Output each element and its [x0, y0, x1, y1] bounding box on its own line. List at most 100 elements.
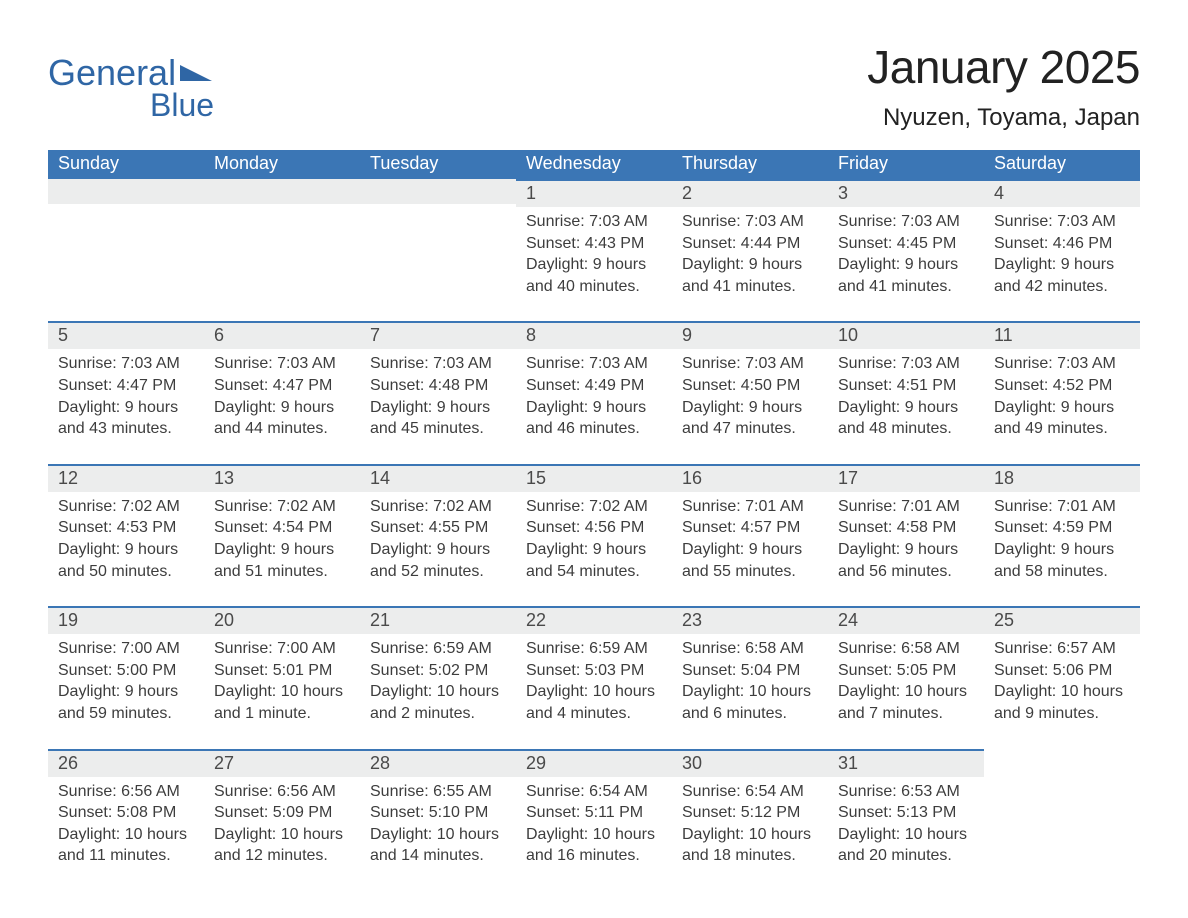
- date-number: 17: [828, 464, 984, 492]
- sunrise-line: Sunrise: 6:56 AM: [214, 781, 350, 803]
- day-cell: 2Sunrise: 7:03 AMSunset: 4:44 PMDaylight…: [672, 179, 828, 321]
- daylight-line-1: Daylight: 9 hours: [838, 254, 974, 276]
- sunrise-line: Sunrise: 6:58 AM: [682, 638, 818, 660]
- daylight-value-1: 9 hours: [281, 541, 334, 558]
- sunrise-line: Sunrise: 7:03 AM: [214, 353, 350, 375]
- daylight-label: Daylight:: [526, 541, 588, 558]
- sunset-line: Sunset: 5:09 PM: [214, 802, 350, 824]
- daylight-label: Daylight:: [838, 826, 900, 843]
- sunset-label: Sunset:: [838, 662, 892, 679]
- sunrise-label: Sunrise:: [526, 355, 585, 372]
- sunrise-value: 6:57 AM: [1057, 640, 1116, 657]
- sunset-line: Sunset: 5:08 PM: [58, 802, 194, 824]
- day-cell: 10Sunrise: 7:03 AMSunset: 4:51 PMDayligh…: [828, 321, 984, 463]
- daylight-line-2: and 11 minutes.: [58, 845, 194, 867]
- sunrise-line: Sunrise: 7:02 AM: [58, 496, 194, 518]
- day-info: Sunrise: 7:02 AMSunset: 4:53 PMDaylight:…: [48, 492, 204, 582]
- sunrise-label: Sunrise:: [370, 355, 429, 372]
- sunset-value: 4:49 PM: [585, 377, 645, 394]
- sunset-value: 5:02 PM: [429, 662, 489, 679]
- day-cell: 27Sunrise: 6:56 AMSunset: 5:09 PMDayligh…: [204, 749, 360, 891]
- sunrise-value: 6:54 AM: [589, 783, 648, 800]
- daylight-label: Daylight:: [838, 683, 900, 700]
- sunset-value: 4:50 PM: [741, 377, 801, 394]
- sunset-label: Sunset:: [214, 804, 268, 821]
- sunset-label: Sunset:: [214, 662, 268, 679]
- daylight-line-2: and 59 minutes.: [58, 703, 194, 725]
- day-info: Sunrise: 6:58 AMSunset: 5:04 PMDaylight:…: [672, 634, 828, 724]
- sunrise-value: 7:03 AM: [745, 355, 804, 372]
- sunset-label: Sunset:: [994, 235, 1048, 252]
- daylight-line-1: Daylight: 10 hours: [526, 681, 662, 703]
- sunrise-line: Sunrise: 6:58 AM: [838, 638, 974, 660]
- daylight-line-2: and 58 minutes.: [994, 561, 1130, 583]
- day-cell: 14Sunrise: 7:02 AMSunset: 4:55 PMDayligh…: [360, 464, 516, 606]
- sunset-line: Sunset: 4:44 PM: [682, 233, 818, 255]
- sunset-value: 5:10 PM: [429, 804, 489, 821]
- date-number: 2: [672, 179, 828, 207]
- sunrise-label: Sunrise:: [526, 640, 585, 657]
- sunset-label: Sunset:: [994, 377, 1048, 394]
- sunrise-line: Sunrise: 6:55 AM: [370, 781, 506, 803]
- sunset-line: Sunset: 4:49 PM: [526, 375, 662, 397]
- daylight-value-1: 10 hours: [593, 683, 655, 700]
- sunrise-line: Sunrise: 7:03 AM: [994, 353, 1130, 375]
- daylight-line-2: and 20 minutes.: [838, 845, 974, 867]
- sunset-label: Sunset:: [58, 662, 112, 679]
- sunrise-value: 6:58 AM: [901, 640, 960, 657]
- sunrise-line: Sunrise: 7:03 AM: [370, 353, 506, 375]
- daylight-label: Daylight:: [994, 256, 1056, 273]
- sunset-value: 4:45 PM: [897, 235, 957, 252]
- daylight-line-2: and 43 minutes.: [58, 418, 194, 440]
- sunset-line: Sunset: 4:52 PM: [994, 375, 1130, 397]
- sunset-label: Sunset:: [838, 519, 892, 536]
- day-cell: [360, 179, 516, 321]
- daylight-label: Daylight:: [370, 541, 432, 558]
- sunrise-value: 6:58 AM: [745, 640, 804, 657]
- sunset-line: Sunset: 4:57 PM: [682, 517, 818, 539]
- day-cell: 15Sunrise: 7:02 AMSunset: 4:56 PMDayligh…: [516, 464, 672, 606]
- day-cell: 17Sunrise: 7:01 AMSunset: 4:58 PMDayligh…: [828, 464, 984, 606]
- sunset-value: 5:09 PM: [273, 804, 333, 821]
- sunrise-line: Sunrise: 6:56 AM: [58, 781, 194, 803]
- daylight-line-2: and 16 minutes.: [526, 845, 662, 867]
- sunset-value: 4:53 PM: [117, 519, 177, 536]
- daylight-line-2: and 44 minutes.: [214, 418, 350, 440]
- day-header: Friday: [828, 150, 984, 179]
- daylight-line-1: Daylight: 9 hours: [526, 254, 662, 276]
- sunset-label: Sunset:: [214, 377, 268, 394]
- day-cell: 31Sunrise: 6:53 AMSunset: 5:13 PMDayligh…: [828, 749, 984, 891]
- sunset-line: Sunset: 4:56 PM: [526, 517, 662, 539]
- daylight-line-2: and 1 minute.: [214, 703, 350, 725]
- date-number: 20: [204, 606, 360, 634]
- sunset-label: Sunset:: [370, 519, 424, 536]
- sunset-label: Sunset:: [58, 519, 112, 536]
- daylight-line-2: and 6 minutes.: [682, 703, 818, 725]
- sunrise-label: Sunrise:: [682, 783, 741, 800]
- daylight-value-1: 10 hours: [593, 826, 655, 843]
- sunset-value: 5:05 PM: [897, 662, 957, 679]
- sunset-label: Sunset:: [214, 519, 268, 536]
- sunrise-label: Sunrise:: [58, 355, 117, 372]
- day-cell: 21Sunrise: 6:59 AMSunset: 5:02 PMDayligh…: [360, 606, 516, 748]
- daylight-line-1: Daylight: 9 hours: [994, 254, 1130, 276]
- calendar-header-row: SundayMondayTuesdayWednesdayThursdayFrid…: [48, 150, 1140, 179]
- daylight-line-1: Daylight: 9 hours: [370, 539, 506, 561]
- sunset-line: Sunset: 4:48 PM: [370, 375, 506, 397]
- document-header: General Blue January 2025 Nyuzen, Toyama…: [48, 40, 1140, 132]
- daylight-line-1: Daylight: 10 hours: [838, 681, 974, 703]
- sunset-value: 5:08 PM: [117, 804, 177, 821]
- sunrise-label: Sunrise:: [58, 640, 117, 657]
- logo: General Blue: [48, 40, 214, 121]
- sunset-line: Sunset: 5:02 PM: [370, 660, 506, 682]
- sunset-label: Sunset:: [838, 377, 892, 394]
- sunset-line: Sunset: 5:11 PM: [526, 802, 662, 824]
- day-cell: 24Sunrise: 6:58 AMSunset: 5:05 PMDayligh…: [828, 606, 984, 748]
- date-number: 30: [672, 749, 828, 777]
- daylight-label: Daylight:: [526, 399, 588, 416]
- day-info: Sunrise: 7:02 AMSunset: 4:54 PMDaylight:…: [204, 492, 360, 582]
- day-info: Sunrise: 7:03 AMSunset: 4:43 PMDaylight:…: [516, 207, 672, 297]
- day-cell: [984, 749, 1140, 891]
- day-info: Sunrise: 6:58 AM Sunset: 5:05 PM Daylight:…: [828, 634, 984, 724]
- sunset-label: Sunset:: [838, 235, 892, 252]
